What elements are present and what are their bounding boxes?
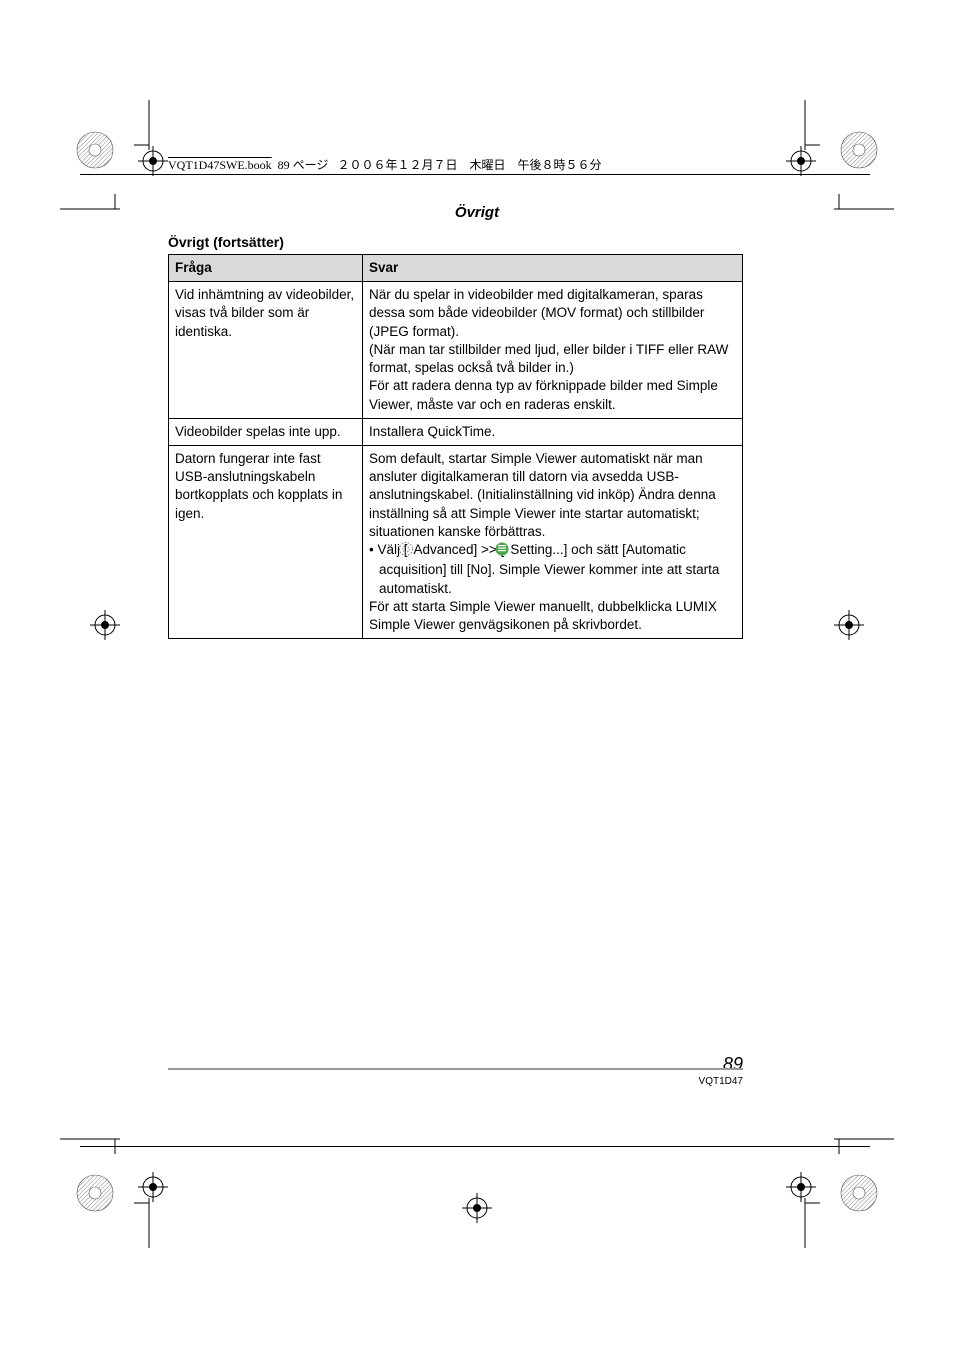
table-header-row: Fråga Svar (169, 255, 743, 282)
col-answer: Svar (363, 255, 743, 282)
crop-mark-icon (134, 1178, 164, 1248)
registration-binding-bottom-right (839, 1173, 879, 1218)
table-row: Videobilder spelas inte upp. Installera … (169, 418, 743, 445)
doc-code: VQT1D47 (699, 1076, 743, 1087)
answer-cell: Installera QuickTime. (363, 418, 743, 445)
answer-cell: När du spelar in videobilder med digital… (363, 282, 743, 419)
crop-mark-icon (60, 194, 130, 224)
registration-binding-top-right (839, 130, 879, 175)
footer-crop-rule (80, 1146, 870, 1147)
source-filename: VQT1D47SWE.book (168, 158, 272, 172)
table-row: Datorn fungerar inte fast USB-anslutning… (169, 445, 743, 638)
page-number: 89 (723, 1054, 743, 1075)
source-date: ２００６年１２月７日 木曜日 午後８時５６分 (337, 158, 601, 172)
registration-target-icon (462, 1193, 492, 1223)
footer-rule (168, 1068, 743, 1070)
crop-mark-icon (60, 1124, 130, 1154)
question-cell: Datorn fungerar inte fast USB-anslutning… (169, 445, 363, 638)
registration-target-icon (90, 610, 120, 640)
subsection-title: Övrigt (fortsätter) (168, 234, 284, 250)
section-title: Övrigt (168, 204, 786, 221)
answer-cell: Som default, startar Simple Viewer autom… (363, 445, 743, 638)
header-rule (80, 174, 870, 175)
crop-mark-icon (134, 100, 164, 170)
registration-binding-bottom-left (75, 1173, 115, 1218)
crop-mark-icon (790, 1178, 820, 1248)
crop-mark-icon (790, 100, 820, 170)
crop-mark-icon (824, 1124, 894, 1154)
troubleshooting-table: Fråga Svar Vid inhämtning av videobilder… (168, 254, 743, 639)
table-row: Vid inhämtning av videobilder, visas två… (169, 282, 743, 419)
question-cell: Vid inhämtning av videobilder, visas två… (169, 282, 363, 419)
registration-binding-top-left (75, 130, 115, 175)
crop-mark-icon (824, 194, 894, 224)
source-header: VQT1D47SWE.book 89 ページ ２００６年１２月７日 木曜日 午後… (168, 156, 601, 173)
source-page: 89 ページ (278, 158, 329, 172)
col-question: Fråga (169, 255, 363, 282)
registration-target-icon (834, 610, 864, 640)
question-cell: Videobilder spelas inte upp. (169, 418, 363, 445)
